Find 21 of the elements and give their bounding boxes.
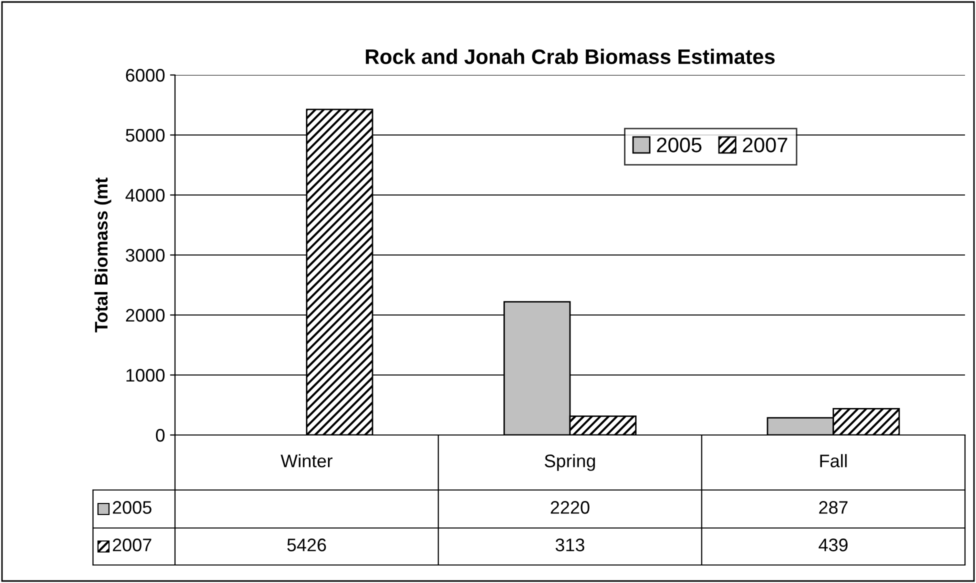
y-tick-label: 4000 [126, 188, 165, 202]
chart-title: Rock and Jonah Crab Biomass Estimates [366, 48, 775, 64]
x-tick-label: Fall [820, 454, 847, 468]
y-tick-label: 1000 [126, 368, 165, 382]
text: 2007 [112, 538, 152, 552]
y-tick-label: 3000 [126, 248, 165, 262]
y-tick-label: 6000 [126, 68, 165, 82]
data-label: 439 [818, 538, 848, 552]
legend-label: 2005 [657, 138, 702, 152]
y-axis-title: Total Biomass (mt [94, 178, 112, 332]
x-tick-label: Winter [280, 454, 332, 468]
text: 2005 [112, 501, 152, 514]
legend-label: 2007 [742, 138, 788, 152]
data-label: 287 [819, 501, 848, 514]
y-tick-label: 5000 [126, 128, 165, 142]
data-label: 313 [556, 538, 584, 552]
y-tick-label: 2000 [126, 308, 165, 322]
data-label: 5426 [287, 538, 326, 552]
y-tick-label: 0 [156, 428, 165, 442]
data-label: 2220 [550, 501, 590, 514]
x-tick-label: Spring [544, 454, 595, 471]
